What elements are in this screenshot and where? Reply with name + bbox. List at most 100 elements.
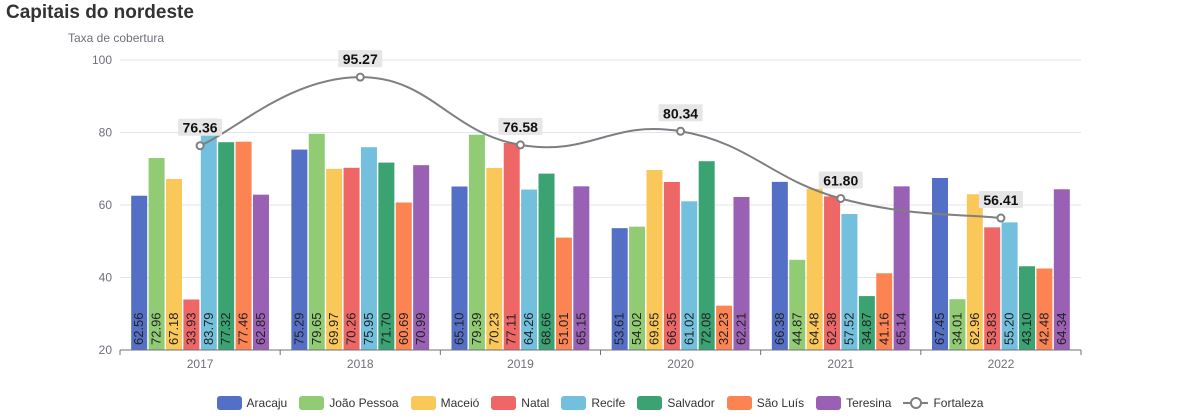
bar[interactable] xyxy=(893,186,910,350)
bar[interactable] xyxy=(573,186,590,350)
bar[interactable] xyxy=(806,188,823,350)
fortaleza-line[interactable] xyxy=(199,76,1002,220)
bar-value-label: 55.20 xyxy=(1002,312,1017,345)
legend-item[interactable]: Maceió xyxy=(410,396,479,410)
legend-swatch xyxy=(561,396,587,410)
bar[interactable] xyxy=(858,296,875,350)
bar-value-label: 53.61 xyxy=(612,312,627,345)
legend-label: Aracaju xyxy=(246,396,288,410)
bars: 62.56 75.29 65.10 53.61 66.38 67.45 72.96 79.65… xyxy=(131,118,1070,350)
bar[interactable] xyxy=(291,149,308,350)
bar[interactable] xyxy=(468,134,485,350)
bar[interactable] xyxy=(1001,222,1018,350)
bar[interactable] xyxy=(538,173,555,350)
y-tick-label: 40 xyxy=(99,271,113,285)
bar[interactable] xyxy=(733,196,750,350)
bar[interactable] xyxy=(789,259,806,350)
line-point[interactable] xyxy=(836,193,846,203)
line-label-bg xyxy=(978,191,1023,209)
legend-label: João Pessoa xyxy=(329,396,399,410)
bar[interactable] xyxy=(252,194,269,350)
bar[interactable] xyxy=(326,168,343,350)
bar[interactable] xyxy=(932,177,949,350)
bar[interactable] xyxy=(218,142,235,350)
bar[interactable] xyxy=(378,162,395,350)
bar-value-label: 32.23 xyxy=(716,312,731,345)
bar[interactable] xyxy=(698,161,715,350)
bar[interactable] xyxy=(451,186,468,350)
bar[interactable] xyxy=(1053,189,1070,350)
bar-value-label: 72.96 xyxy=(149,312,164,345)
line-point[interactable] xyxy=(676,126,686,136)
legend: Aracaju João Pessoa Maceió Natal Recife Salva… xyxy=(0,396,1200,410)
bar-value-label: 65.10 xyxy=(452,312,467,345)
bar[interactable] xyxy=(486,167,503,350)
bar[interactable] xyxy=(183,299,200,350)
bar[interactable] xyxy=(629,226,646,350)
bar[interactable] xyxy=(841,213,858,350)
legend-item[interactable]: Salvador xyxy=(637,396,715,410)
bar-value-label: 70.23 xyxy=(486,312,501,345)
bar[interactable] xyxy=(413,165,430,350)
legend-item[interactable]: Fortaleza xyxy=(903,396,983,410)
bar-value-label: 34.87 xyxy=(859,312,874,345)
bar[interactable] xyxy=(395,202,412,350)
bar-value-label: 34.01 xyxy=(949,312,964,345)
legend-item[interactable]: Recife xyxy=(561,396,625,410)
bar-value-label: 62.21 xyxy=(733,312,748,345)
bar-value-label: 83.79 xyxy=(201,312,216,345)
bar[interactable] xyxy=(984,227,1001,350)
bar-value-label: 64.26 xyxy=(521,312,536,345)
bar[interactable] xyxy=(1036,268,1053,350)
bar[interactable] xyxy=(555,237,572,350)
bar[interactable] xyxy=(131,195,148,350)
bar-value-label: 77.11 xyxy=(504,313,519,345)
line-point[interactable] xyxy=(195,141,205,151)
legend-item[interactable]: Aracaju xyxy=(216,396,288,410)
line-point[interactable] xyxy=(996,213,1006,223)
bar[interactable] xyxy=(771,181,788,350)
bar[interactable] xyxy=(716,305,733,350)
bar[interactable] xyxy=(360,147,377,350)
bar-value-label: 64.48 xyxy=(807,312,822,345)
x-tick-label: 2017 xyxy=(187,357,214,371)
bar[interactable] xyxy=(343,167,360,350)
y-axis-label: Taxa de cobertura xyxy=(68,31,164,45)
bar[interactable] xyxy=(611,228,628,350)
line-value-label: 80.34 xyxy=(663,105,698,121)
bar[interactable] xyxy=(949,299,966,350)
bar-value-label: 67.45 xyxy=(932,312,947,345)
legend-item[interactable]: Teresina xyxy=(816,396,891,410)
bar[interactable] xyxy=(503,142,520,350)
bar-value-label: 64.34 xyxy=(1054,312,1069,345)
bar[interactable] xyxy=(200,118,217,350)
legend-item[interactable]: João Pessoa xyxy=(299,396,399,410)
bar[interactable] xyxy=(646,170,663,350)
bar[interactable] xyxy=(148,158,165,350)
bar[interactable] xyxy=(824,196,841,350)
line-point[interactable] xyxy=(515,140,525,150)
legend-swatch xyxy=(726,396,752,410)
y-tick-label: 20 xyxy=(99,343,113,357)
y-tick-label: 100 xyxy=(92,53,112,67)
line-value-label: 76.36 xyxy=(183,120,218,136)
bar-value-label: 33.93 xyxy=(183,312,198,345)
line-point[interactable] xyxy=(355,72,365,82)
bar[interactable] xyxy=(521,189,538,350)
bar[interactable] xyxy=(681,201,698,350)
legend-label: Salvador xyxy=(667,396,715,410)
bar[interactable] xyxy=(308,133,325,350)
bar[interactable] xyxy=(876,273,893,350)
legend-item[interactable]: São Luís xyxy=(726,396,804,410)
bar[interactable] xyxy=(966,194,983,350)
bar[interactable] xyxy=(235,141,252,350)
x-tick-label: 2020 xyxy=(667,357,694,371)
legend-label: Fortaleza xyxy=(933,396,984,410)
legend-item[interactable]: Natal xyxy=(491,396,549,410)
bar[interactable] xyxy=(165,178,182,350)
bar[interactable] xyxy=(663,181,680,350)
bar-value-label: 70.26 xyxy=(344,312,359,345)
legend-label: Recife xyxy=(591,396,626,410)
bar-value-label: 69.65 xyxy=(646,312,661,345)
bar[interactable] xyxy=(1019,266,1036,350)
